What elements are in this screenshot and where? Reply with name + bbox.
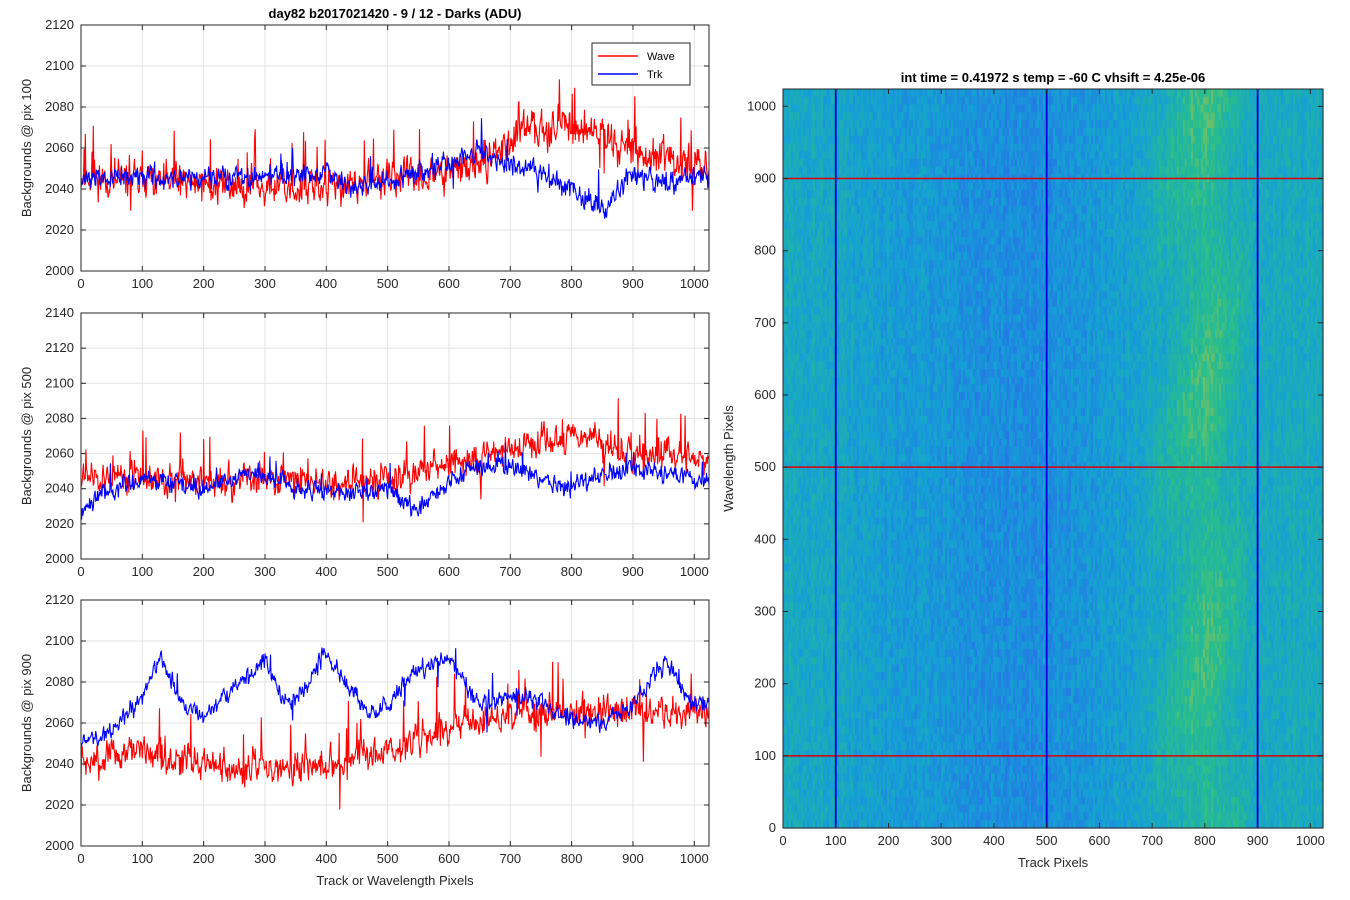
y-tick-label: 2060	[45, 140, 74, 155]
x-tick-label: 300	[254, 564, 276, 579]
x-tick-label: 300	[254, 276, 276, 291]
x-tick-label: 400	[315, 564, 337, 579]
y-tick-label: 2000	[45, 551, 74, 566]
x-tick-label: 700	[499, 851, 521, 866]
x-tick-label: 100	[131, 851, 153, 866]
x-tick-label: 200	[193, 851, 215, 866]
y-tick-label: 2140	[45, 305, 74, 320]
x-tick-label: 900	[622, 276, 644, 291]
y-tick-label: 2060	[45, 715, 74, 730]
x-tick-label: 600	[438, 276, 460, 291]
x-tick-label: 100	[131, 564, 153, 579]
y-tick-label: 2040	[45, 481, 74, 496]
x-tick-label: 600	[438, 851, 460, 866]
y-tick-label: 2000	[45, 838, 74, 853]
x-axis-label: Track or Wavelength Pixels	[316, 873, 474, 888]
y-tick-label: 2080	[45, 674, 74, 689]
x-tick-label: 700	[499, 564, 521, 579]
x-tick-label: 1000	[680, 851, 709, 866]
y-tick-label: 2100	[45, 58, 74, 73]
legend-label: Trk	[647, 69, 663, 81]
y-tick-label: 2000	[45, 263, 74, 278]
x-tick-label: 1000	[680, 276, 709, 291]
x-tick-label: 600	[438, 564, 460, 579]
y-tick-label: 2100	[45, 633, 74, 648]
y-axis-label: Backgrounds @ pix 900	[19, 654, 34, 792]
x-tick-label: 700	[499, 276, 521, 291]
x-tick-label: 800	[561, 851, 583, 866]
x-tick-label: 0	[77, 276, 84, 291]
x-tick-label: 0	[77, 851, 84, 866]
y-tick-label: 2060	[45, 446, 74, 461]
x-tick-label: 500	[377, 564, 399, 579]
y-tick-label: 2120	[45, 340, 74, 355]
y-tick-label: 2020	[45, 222, 74, 237]
y-tick-label: 2100	[45, 375, 74, 390]
y-axis-label: Backgrounds @ pix 500	[19, 367, 34, 505]
x-tick-label: 900	[622, 851, 644, 866]
x-tick-label: 200	[193, 276, 215, 291]
x-tick-label: 100	[131, 276, 153, 291]
chart-title: day82 b2017021420 - 9 / 12 - Darks (ADU)	[269, 6, 522, 21]
legend: Wave Trk	[592, 43, 690, 85]
x-tick-label: 500	[377, 276, 399, 291]
x-tick-label: 400	[315, 276, 337, 291]
x-tick-label: 900	[622, 564, 644, 579]
y-tick-label: 2040	[45, 756, 74, 771]
y-tick-label: 2120	[45, 592, 74, 607]
x-tick-label: 0	[77, 564, 84, 579]
y-axis-label: Backgrounds @ pix 100	[19, 79, 34, 217]
x-tick-label: 400	[315, 851, 337, 866]
y-tick-label: 2020	[45, 516, 74, 531]
heatmap-image	[783, 89, 1324, 829]
y-tick-label: 2080	[45, 410, 74, 425]
heatmap-panel: 0 100 200 300 400 500 600 700 800 900 100001002003…	[721, 70, 1325, 870]
x-tick-label: 800	[561, 276, 583, 291]
y-tick-label: 2040	[45, 181, 74, 196]
legend-label: Wave	[647, 51, 675, 63]
x-tick-label: 1000	[680, 564, 709, 579]
y-tick-label: 2020	[45, 797, 74, 812]
x-tick-label: 200	[193, 564, 215, 579]
x-tick-label: 500	[377, 851, 399, 866]
y-tick-label: 2080	[45, 99, 74, 114]
x-tick-label: 300	[254, 851, 276, 866]
legend-box	[592, 43, 690, 85]
x-tick-label: 800	[561, 564, 583, 579]
y-tick-label: 2120	[45, 17, 74, 32]
